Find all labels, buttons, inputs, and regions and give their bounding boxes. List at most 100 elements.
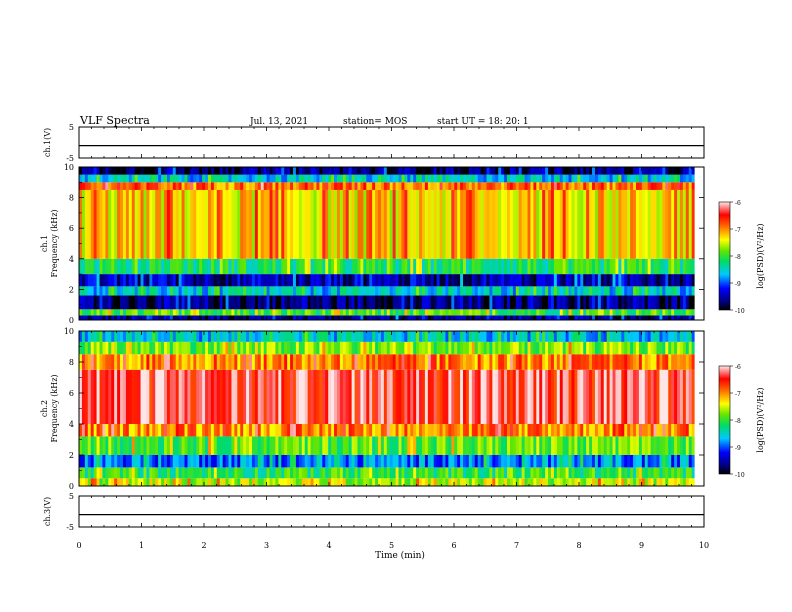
spectrogram-cell — [287, 315, 291, 320]
spectrogram-cell — [524, 274, 528, 287]
spectrogram-cell — [102, 436, 106, 455]
spectrogram-cell — [196, 174, 200, 183]
spectrogram-cell — [164, 286, 168, 296]
spectrogram-cell — [207, 189, 212, 259]
spectrogram-cell — [624, 467, 628, 479]
spectrogram-cell — [507, 189, 511, 259]
spectrogram-cell — [169, 369, 174, 424]
spectrogram-cell — [196, 424, 200, 437]
spectrogram-cell — [263, 354, 268, 370]
spectrogram-cell — [512, 189, 517, 259]
spectrogram-cell — [357, 315, 361, 320]
spectrogram-cell — [401, 274, 405, 287]
spectrogram-cell — [600, 478, 605, 486]
spectrogram-cell — [155, 258, 159, 275]
spectrogram-cell — [568, 369, 572, 424]
spectrogram-cell — [603, 331, 608, 342]
spectrogram-cell — [548, 331, 552, 342]
spectrogram-cell — [498, 354, 502, 370]
spectrogram-cell — [207, 274, 212, 287]
spectrogram-cell — [272, 467, 276, 479]
spectrogram-cell — [278, 331, 282, 342]
spectrogram-cell — [621, 182, 625, 190]
spectrogram-cell — [448, 341, 452, 355]
spectrogram-cell — [424, 189, 429, 259]
spectrogram-cell — [178, 274, 182, 287]
spectrogram-cell — [386, 467, 391, 479]
spectrogram-cell — [641, 295, 646, 310]
spectrogram-cell — [325, 286, 329, 296]
spectrogram-cell — [600, 274, 605, 287]
spectrogram-cell — [530, 189, 534, 259]
spectrogram-cell — [128, 424, 133, 437]
spectrogram-cell — [111, 455, 115, 468]
spectrogram-cell — [553, 274, 558, 287]
spectrogram-cell — [442, 369, 446, 424]
spectrogram-cell — [621, 341, 625, 355]
spectrogram-cell — [416, 182, 420, 190]
spectrogram-cell — [275, 424, 279, 437]
spectrogram-cell — [342, 174, 347, 183]
spectrogram-cell — [228, 467, 232, 479]
spectrogram-cell — [486, 455, 490, 468]
spectrogram-cell — [448, 424, 452, 437]
spectrogram-cell — [369, 436, 373, 455]
spectrogram-cell — [436, 315, 440, 320]
spectrogram-cell — [445, 189, 449, 259]
spectrogram-cell — [392, 455, 397, 468]
spectrogram-cell — [427, 369, 432, 424]
spectrogram-cell — [574, 354, 578, 370]
spectrogram-cell — [589, 341, 593, 355]
spectrogram-cell — [433, 331, 438, 342]
spectrogram-cell — [679, 467, 684, 479]
spectrogram-cell — [108, 369, 112, 424]
spectrogram-cell — [688, 467, 693, 479]
spectrogram-cell — [460, 286, 464, 296]
spectrogram-cell — [486, 436, 490, 455]
spectrogram-cell — [172, 189, 177, 259]
spectrogram-cell — [480, 369, 484, 424]
spectrogram-cell — [486, 295, 490, 310]
spectrogram-cell — [662, 274, 666, 287]
spectrogram-cell — [120, 354, 124, 370]
spectrogram-cell — [96, 341, 100, 355]
spectrogram-cell — [524, 315, 528, 320]
spectrogram-cell — [615, 331, 619, 342]
spectrogram-cell — [468, 341, 473, 355]
spectrogram-cell — [460, 189, 464, 259]
spectrogram-cell — [149, 331, 153, 342]
spectrogram-cell — [463, 354, 467, 370]
spectrogram-cell — [410, 354, 414, 370]
spectrogram-cell — [477, 354, 482, 370]
spectrogram-cell — [140, 174, 144, 183]
spectrogram-cell — [348, 309, 353, 316]
spectrogram-cell — [366, 424, 370, 437]
spectrogram-cell — [228, 167, 232, 175]
spectrogram-cell — [539, 436, 543, 455]
spectrogram-cell — [161, 189, 165, 259]
spectrogram-cell — [550, 369, 555, 424]
spectrogram-cell — [512, 274, 517, 287]
spectrogram-cell — [556, 455, 561, 468]
spectrogram-cell — [691, 309, 696, 316]
spectrogram-cell — [542, 295, 546, 310]
spectrogram-cell — [492, 258, 496, 275]
spectrogram-cell — [240, 286, 244, 296]
spectrogram-cell — [301, 295, 306, 310]
spectrogram-cell — [618, 189, 622, 259]
spectrogram-cell — [102, 331, 106, 342]
spectrogram-cell — [589, 478, 593, 486]
spectrogram-cell — [594, 369, 599, 424]
spectrogram-cell — [542, 341, 546, 355]
spectrogram-cell — [111, 286, 115, 296]
spectrogram-cell — [128, 295, 133, 310]
spectrogram-cell — [339, 424, 344, 437]
spectrogram-cell — [480, 167, 484, 175]
spectrogram-cell — [328, 295, 332, 310]
spectrogram-cell — [691, 354, 696, 370]
spectrogram-cell — [81, 341, 86, 355]
spectrogram-cell — [175, 309, 180, 316]
spectrogram-cell — [251, 455, 256, 468]
spectrogram-cell — [641, 424, 646, 437]
